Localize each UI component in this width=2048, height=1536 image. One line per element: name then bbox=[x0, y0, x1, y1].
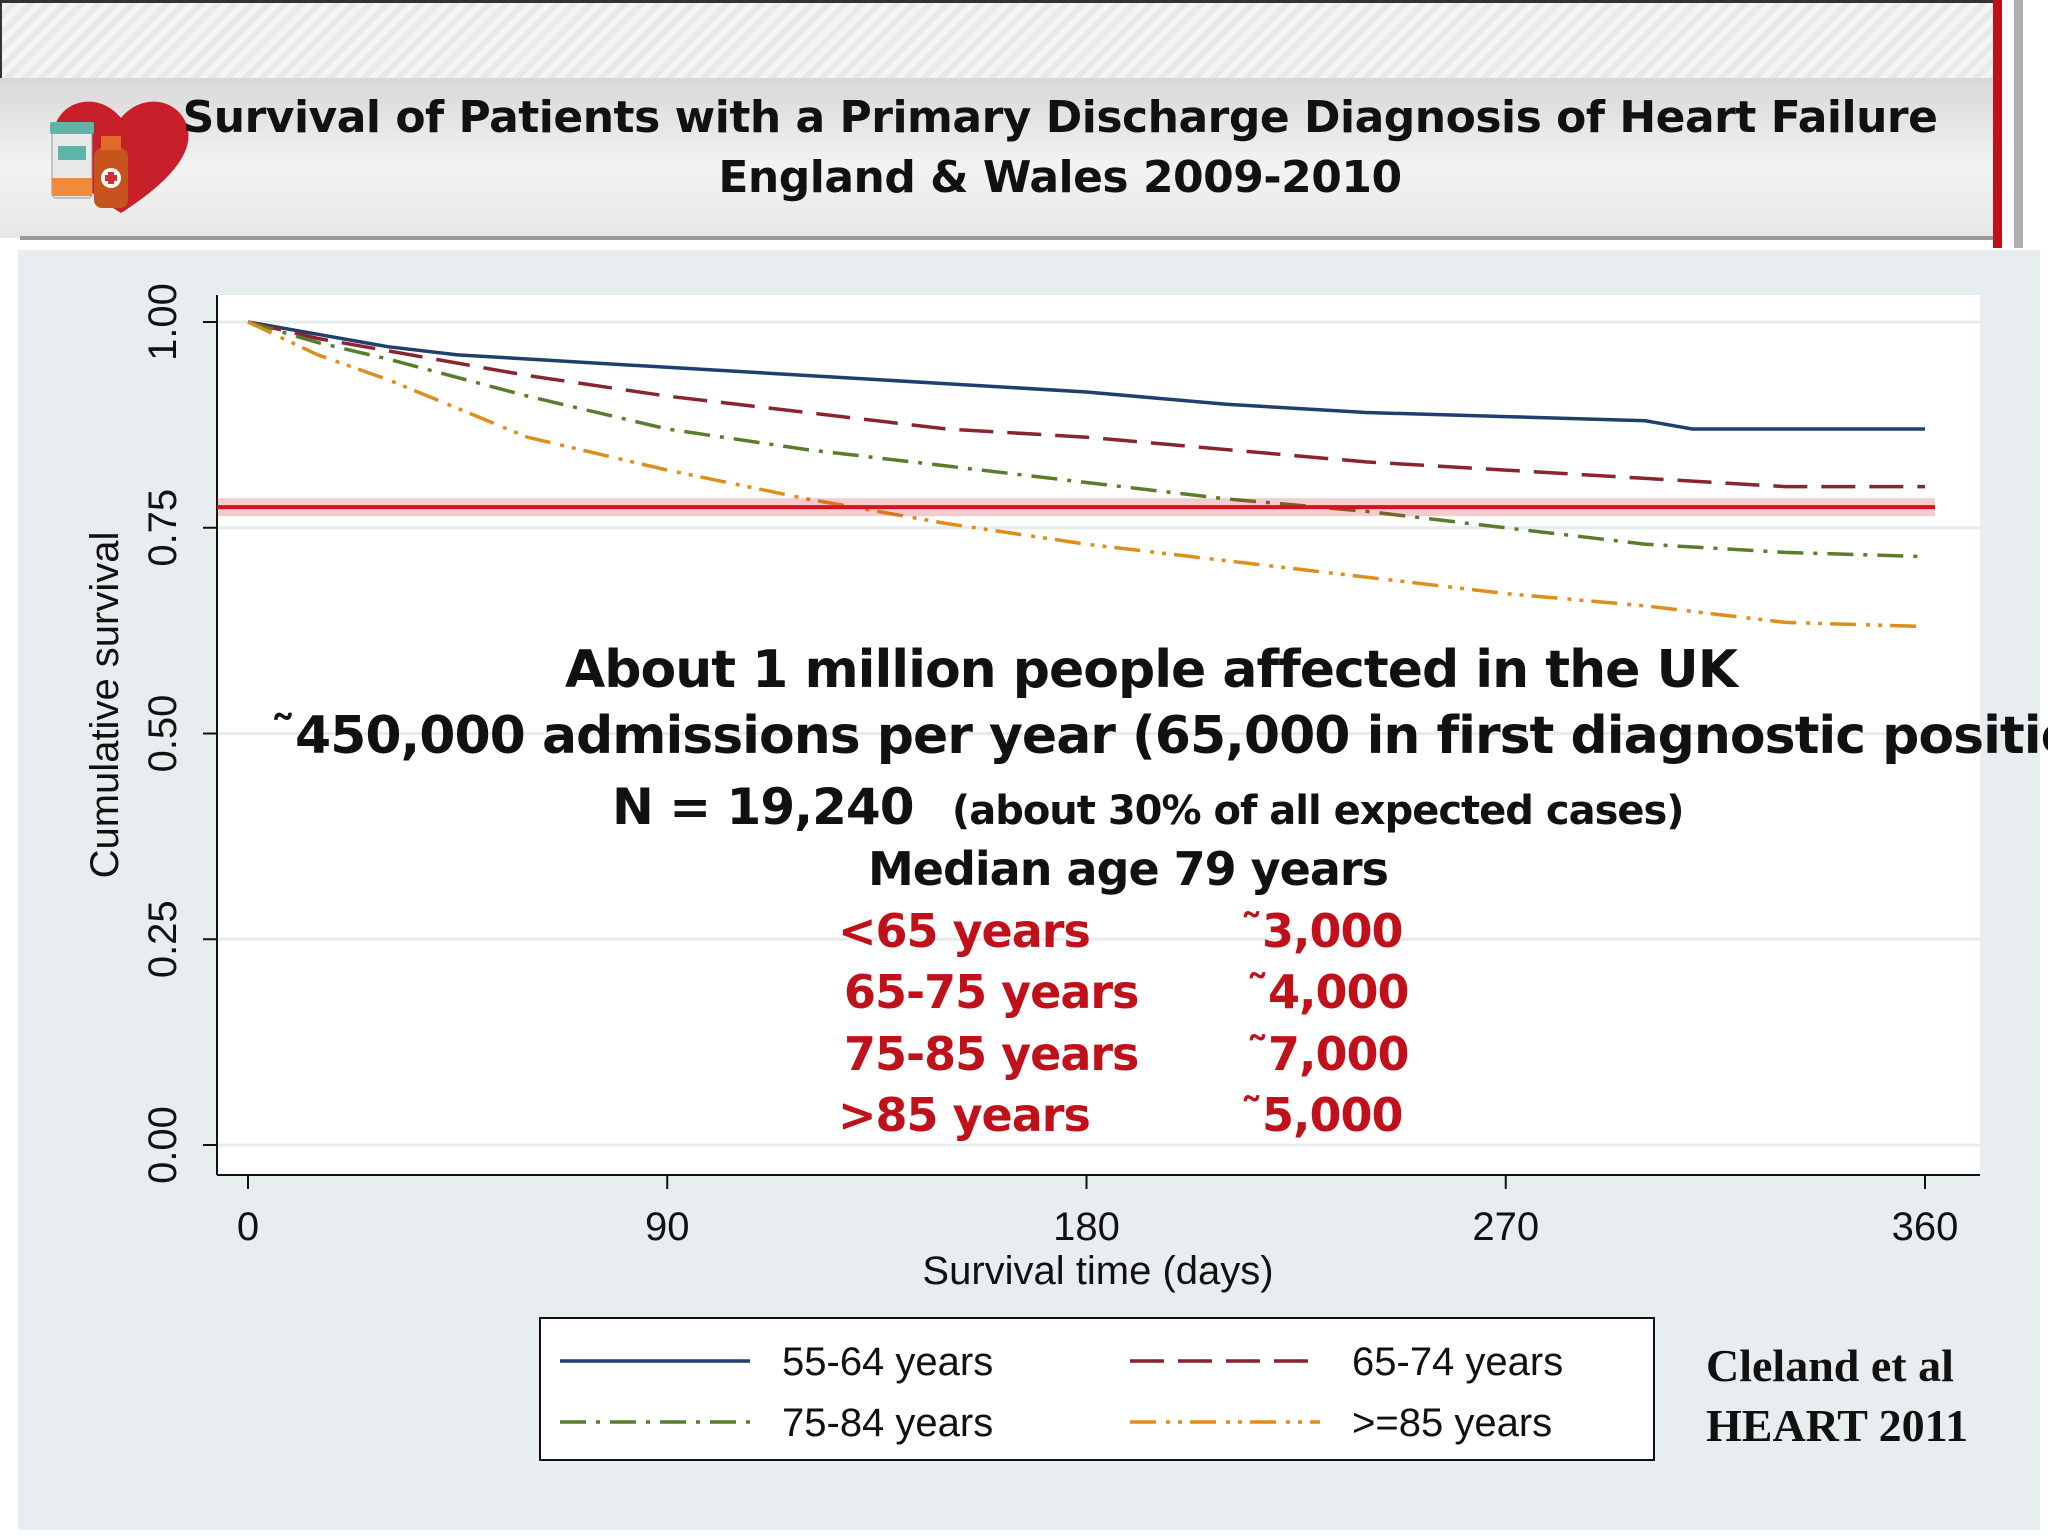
header-divider bbox=[20, 236, 2000, 240]
sample-size: N = 19,240 bbox=[612, 778, 914, 836]
age-group-label: 65-75 years bbox=[844, 965, 1139, 1019]
age-group-count: ˜4,000 bbox=[1246, 965, 1410, 1019]
series-line bbox=[247, 320, 1926, 559]
y-axis-label: Cumulative survival bbox=[83, 532, 127, 879]
annotation-line-4: Median age 79 years bbox=[868, 842, 1389, 896]
x-tick-label: 360 bbox=[1892, 1205, 1959, 1249]
legend-box bbox=[539, 1317, 1655, 1461]
x-tick-label: 90 bbox=[645, 1205, 690, 1249]
title-line-1: Survival of Patients with a Primary Disc… bbox=[182, 92, 1938, 143]
series-line bbox=[247, 320, 1925, 431]
age-group-count: ˜7,000 bbox=[1246, 1027, 1410, 1081]
sample-size-note: (about 30% of all expected cases) bbox=[951, 788, 1685, 834]
y-tick-label: 0.50 bbox=[141, 695, 185, 773]
title-header bbox=[0, 78, 2000, 238]
top-band bbox=[0, 0, 2002, 81]
y-tick-label: 0.00 bbox=[141, 1106, 185, 1184]
red-accent-bar bbox=[1993, 0, 2002, 248]
legend-label: >=85 years bbox=[1352, 1401, 1552, 1445]
age-group-count: ˜5,000 bbox=[1240, 1088, 1404, 1142]
citation-authors: Cleland et al bbox=[1706, 1340, 1954, 1391]
legend-label: 55-64 years bbox=[782, 1340, 993, 1384]
series-line bbox=[247, 320, 1925, 489]
age-group-label: <65 years bbox=[838, 904, 1091, 958]
y-tick-label: 1.00 bbox=[141, 283, 185, 361]
y-tick-label: 0.25 bbox=[141, 900, 185, 978]
age-group-label: >85 years bbox=[838, 1088, 1091, 1142]
citation-journal: HEART 2011 bbox=[1706, 1400, 1969, 1451]
annotation-line-3: N = 19,240 (about 30% of all expected ca… bbox=[612, 778, 1685, 836]
annotation-line-2: ˜450,000 admissions per year (65,000 in … bbox=[270, 706, 2048, 766]
series-line bbox=[247, 320, 1926, 629]
x-tick-label: 270 bbox=[1472, 1205, 1539, 1249]
page-title: Survival of Patients with a Primary Disc… bbox=[170, 88, 1950, 208]
title-line-2: England & Wales 2009-2010 bbox=[718, 152, 1402, 203]
age-group-count: ˜3,000 bbox=[1240, 904, 1404, 958]
heart-medicine-icon bbox=[50, 101, 189, 213]
legend-label: 65-74 years bbox=[1352, 1340, 1563, 1384]
age-group-label: 75-85 years bbox=[844, 1027, 1139, 1081]
annotation-line-1: About 1 million people affected in the U… bbox=[565, 640, 1738, 700]
x-tick-label: 180 bbox=[1053, 1205, 1120, 1249]
legend-label: 75-84 years bbox=[782, 1401, 993, 1445]
y-tick-label: 0.75 bbox=[141, 489, 185, 567]
citation: Cleland et al HEART 2011 bbox=[1706, 1336, 2006, 1456]
x-axis-label: Survival time (days) bbox=[922, 1249, 1273, 1293]
grey-accent-bar bbox=[2014, 0, 2023, 248]
x-tick-label: 0 bbox=[237, 1205, 259, 1249]
